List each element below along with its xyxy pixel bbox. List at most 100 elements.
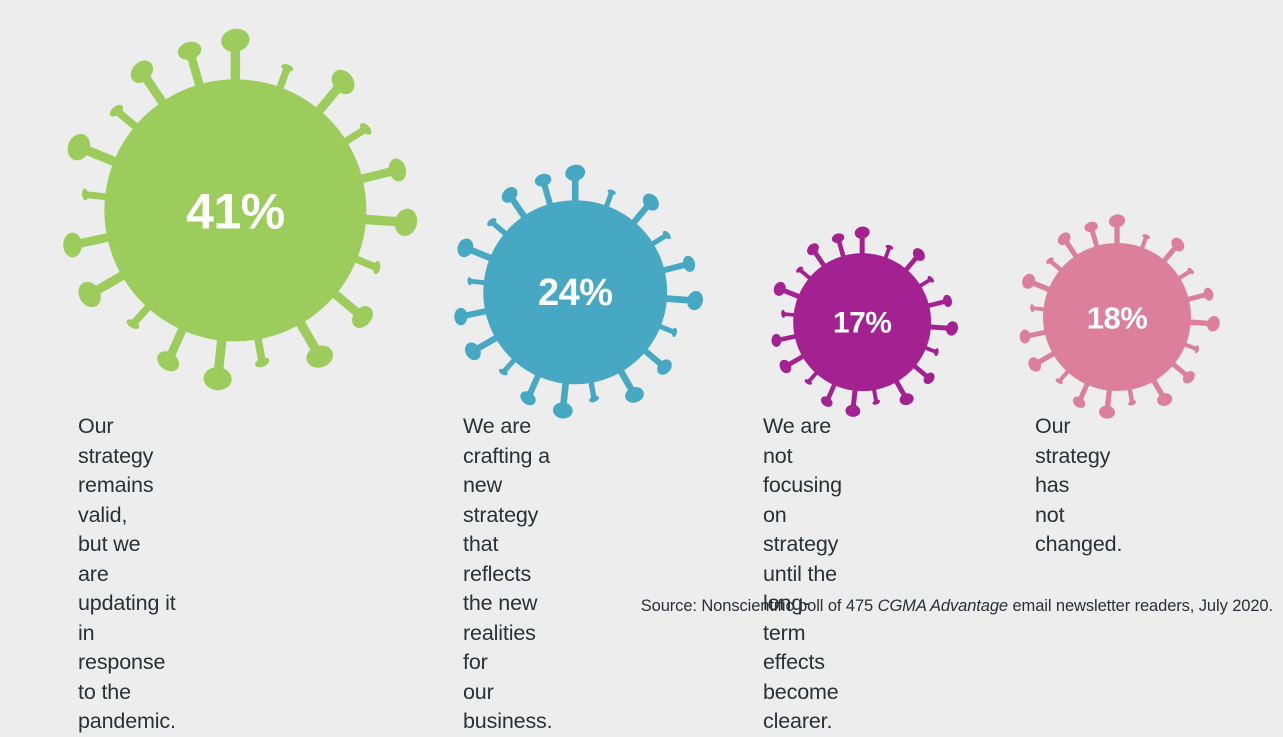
virus-spike-cap [552,402,573,419]
virus-spike-cap [854,226,870,239]
virus-spike-cap [1187,267,1194,275]
virus-spike-cap [331,69,355,94]
virus-body [1042,242,1191,391]
virus-bubble-strategy-not-changed: 18% [1001,201,1233,433]
virus-body [792,252,931,391]
virus-spike-cap [81,188,88,201]
virus-spike-cap [501,186,518,203]
virus-spike-cap [642,193,659,211]
virus-spike-cap [1072,396,1086,408]
virus-spike-cap [779,359,792,373]
virus-spike-cap [306,345,333,368]
virus-spike-cap [1182,371,1195,384]
virus-spike-cap [804,379,812,385]
virus-spike-cap [130,60,153,83]
source-publication: CGMA Advantage [877,597,1008,615]
virus-spike-cap [1030,304,1035,313]
virus-spike-cap [1057,232,1071,246]
virus-spike-cap [686,290,703,310]
percent-label: 18% [1087,300,1148,335]
virus-spike-cap [203,366,232,390]
virus-body-group [1019,214,1220,419]
percent-label: 17% [833,306,892,339]
virus-bubble-crafting-new-strategy: 24% [431,148,719,436]
virus-spike-cap [372,260,380,274]
virus-spike-cap [62,232,82,257]
virus-spike-cap [845,404,861,417]
virus-spike-cap [1028,357,1042,372]
virus-spike-cap [885,244,894,250]
caption-strategy-valid-updating: Our strategy remains valid, but we are u… [78,414,176,733]
virus-spike-cap [1108,214,1126,228]
virus-body-group [454,164,703,419]
virus-spike-cap [67,133,90,160]
virus-spike-cap [771,333,782,347]
virus-spike-cap [820,396,833,407]
source-prefix: Source: Nonscientific poll of 475 [640,597,878,615]
virus-spike-cap [607,189,616,195]
virus-spike-cap [156,350,179,371]
virus-spike-cap [945,321,958,336]
virus-spike-cap [1142,234,1151,239]
virus-shape: 41% [62,28,417,390]
virus-spike-cap [177,41,201,60]
virus-spike-cap [126,319,139,329]
virus-spike-cap [1194,345,1199,354]
virus-spike-cap [78,281,101,307]
virus-spike-cap [806,243,819,255]
virus-spike-cap [254,357,269,367]
source-suffix: email newsletter readers, July 2020. [1007,597,1273,615]
virus-spike-cap [942,294,952,307]
caption-not-focusing-on-strategy: We are not focusing on strategy until th… [763,414,842,733]
virus-spike-cap [534,173,552,187]
virus-spike-cap [359,122,372,135]
virus-spike-cap [773,281,786,296]
virus-bubble-strategy-valid-updating: 41% [30,5,441,416]
virus-spike-cap [1099,405,1115,419]
virus-body-group [771,226,958,417]
virus-spike-cap [1171,237,1185,252]
percent-label: 41% [186,183,285,239]
virus-spike-cap [872,399,880,405]
virus-spike-cap [1046,257,1054,264]
virus-spike-cap [351,305,373,328]
virus-spike-cap [781,309,786,318]
source-note: Source: Nonscientific poll of 475 CGMA A… [641,595,1273,617]
virus-body [103,78,366,341]
virus-spike-cap [912,248,925,261]
virus-spike-cap [1207,316,1220,332]
virus-body-group [62,28,417,390]
virus-spike-cap [899,393,914,405]
virus-spike-cap [220,28,250,52]
caption-strategy-not-changed: Our strategy has not changed. [1035,414,1123,556]
virus-spike-cap [1019,329,1031,344]
virus-spike-cap [1084,221,1098,232]
virus-spike-cap [486,217,497,227]
virus-spike-cap [588,395,599,403]
virus-spike-cap [1055,378,1063,384]
virus-spike-cap [1128,400,1137,406]
virus-spike-cap [109,104,123,117]
virus-shape: 17% [771,226,958,417]
virus-spike-cap [388,158,406,182]
virus-shape: 18% [1019,214,1220,419]
virus-spike-cap [923,372,935,384]
virus-spike-cap [565,164,585,181]
infographic-root: 41% Our strategy remains valid, but we ar… [30,5,1274,733]
virus-spike-cap [671,327,677,337]
caption-crafting-new-strategy: We are crafting a new strategy that refl… [463,414,553,733]
percent-label: 24% [538,272,613,314]
virus-spike-cap [934,348,939,356]
virus-spike-cap [280,63,293,72]
virus-shape: 24% [454,164,703,419]
virus-spike-cap [1022,273,1035,289]
virus-spike-cap [454,307,468,326]
virus-spike-cap [624,386,644,403]
virus-spike-cap [1203,287,1214,301]
virus-spike-cap [1157,393,1173,406]
virus-body [482,199,667,384]
virus-spike-cap [927,275,934,283]
virus-spike-cap [467,276,472,286]
virus-spike-cap [656,359,672,375]
virus-spike-cap [498,368,508,376]
